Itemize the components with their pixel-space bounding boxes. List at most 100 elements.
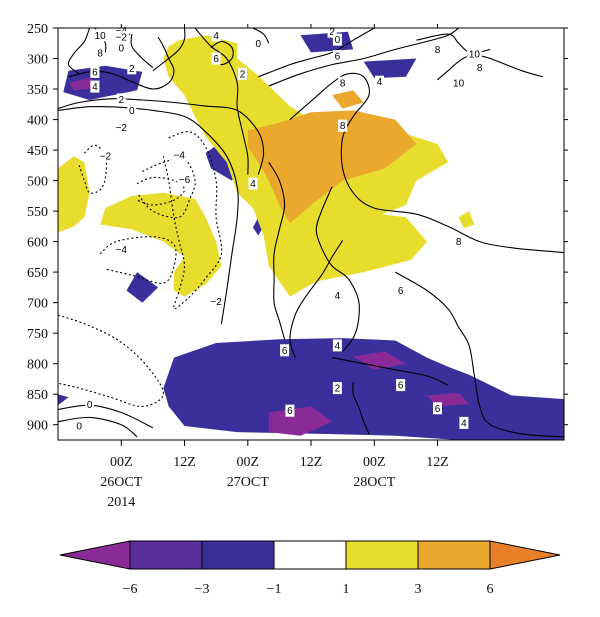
y-tick-label-750: 750 [27,327,48,342]
x-tick-label-1-0: 12Z [173,455,196,470]
contour-line-10 [152,28,186,72]
contour-line-6 [58,105,239,325]
contour-label-41: 10 [469,50,481,61]
contour-label-21: 2 [329,27,335,38]
contour-label-15: −2 [100,152,112,163]
contour-label-bg-28 [451,76,467,89]
x-tick-label-0-0: 00Z [110,455,133,470]
contour-label-7: 4 [92,82,98,93]
y-tick-label-350: 350 [27,83,48,98]
shaded-region-18 [247,110,417,224]
contour-label-bg-13 [238,67,247,80]
contour-label-bg-15 [97,150,113,163]
colorbar: −6 −3 −1 1 3 6 [59,540,561,597]
contour-label-bg-5 [127,62,137,75]
contour-label-bg-11 [211,52,221,65]
contour-label-25: 8 [340,78,346,89]
contour-label-bg-29 [454,235,464,248]
contour-label-bg-40 [74,420,84,432]
contour-label-16: −4 [173,151,185,162]
contour-line-28 [352,381,370,435]
colorbar-segment-2 [273,540,347,570]
contour-label-bg-19 [208,295,224,308]
contour-label-bg-16 [171,149,187,161]
colorbar-segment-3 [345,540,419,570]
contour-label-bg-7 [90,80,100,93]
contour-label-bg-35 [285,404,295,417]
shaded-region-19 [332,90,364,109]
contour-label-bg-27 [433,43,442,56]
colorbar-label-2: −1 [267,582,282,597]
contour-label-bg-18 [113,243,129,256]
colorbar-label-0: −6 [123,582,138,597]
contour-label-14: −2 [116,123,128,134]
colorbar-label-5: 6 [487,582,494,597]
contour-label-bg-42 [475,61,485,74]
contour-line-14 [67,28,91,75]
contour-line-7 [58,404,154,429]
contour-line-3 [136,157,196,219]
y-tick-label-650: 650 [27,266,48,281]
contour-label-26: 8 [340,121,346,132]
contour-label-bg-41 [466,48,482,61]
shaded-region-14 [58,156,90,233]
contour-line-26 [315,186,360,352]
contour-label-5: 2 [129,64,135,75]
contour-line-18 [130,34,154,69]
contour-label-bg-33 [280,344,290,357]
contour-line-12 [68,36,175,90]
x-tick-label-3-0: 12Z [300,455,323,470]
contour-lines [58,28,564,438]
shaded-region-6 [126,272,159,303]
contour-label-bg-36 [396,379,406,392]
contour-line-5 [162,131,223,310]
contour-label-33: 6 [282,346,288,357]
shaded-region-7 [163,338,564,440]
x-tick-label-4-0: 00Z [363,455,386,470]
contour-label-bg-39 [85,398,95,411]
contour-label-20: 4 [250,179,256,190]
shaded-region-15 [100,192,222,297]
contour-line-29 [331,357,449,386]
contour-line-8 [58,416,138,438]
contour-label-11: 6 [213,54,219,65]
colorbar-segment-1 [201,540,275,570]
contour-labels: −4−20108264204602−2−2−4−6−4−242064888108… [74,24,485,433]
contour-label-36: 6 [398,381,404,392]
x-axis: 00Z 26OCT 2014 12Z 00Z 27OCT 12Z 00Z 28OCT 12Z [100,24,449,510]
shaded-region-3 [363,58,417,79]
colorbar-segment-4 [417,540,491,570]
shaded-region-9 [268,406,333,436]
y-tick-label-600: 600 [27,236,48,251]
contour-label-22: 0 [335,35,341,46]
colorbar-extend-high [489,540,561,570]
y-tick-label-400: 400 [27,114,48,129]
contour-label-39: 0 [87,400,93,411]
y-tick-label-250: 250 [27,22,48,37]
contour-line-16 [252,28,270,44]
x-tick-label-4-1: 28OCT [353,475,395,490]
y-tick-label-550: 550 [27,205,48,220]
contour-label-34: 2 [335,384,341,395]
contour-label-2: 0 [119,44,125,55]
contour-label-19: −2 [210,297,222,308]
contour-label-9: 0 [129,106,135,117]
y-tick-label-500: 500 [27,175,48,190]
y-tick-label-300: 300 [27,53,48,68]
contour-line-20 [268,28,459,87]
contour-line-13 [210,40,234,66]
colorbar-label-4: 3 [415,582,422,597]
x-tick-label-2-0: 00Z [237,455,260,470]
contour-label-bg-31 [332,289,342,302]
contour-label-37: 6 [435,404,441,415]
x-tick-label-0-1: 26OCT [100,475,142,490]
contour-line-1 [99,236,177,284]
contour-line-21 [289,72,564,254]
shaded-region-0 [63,65,143,100]
contour-label-bg-37 [433,402,442,415]
shaded-region-8 [58,394,69,406]
contour-label-35: 6 [287,406,293,417]
contour-label-bg-26 [338,119,348,132]
y-tick-label-700: 700 [27,297,48,312]
